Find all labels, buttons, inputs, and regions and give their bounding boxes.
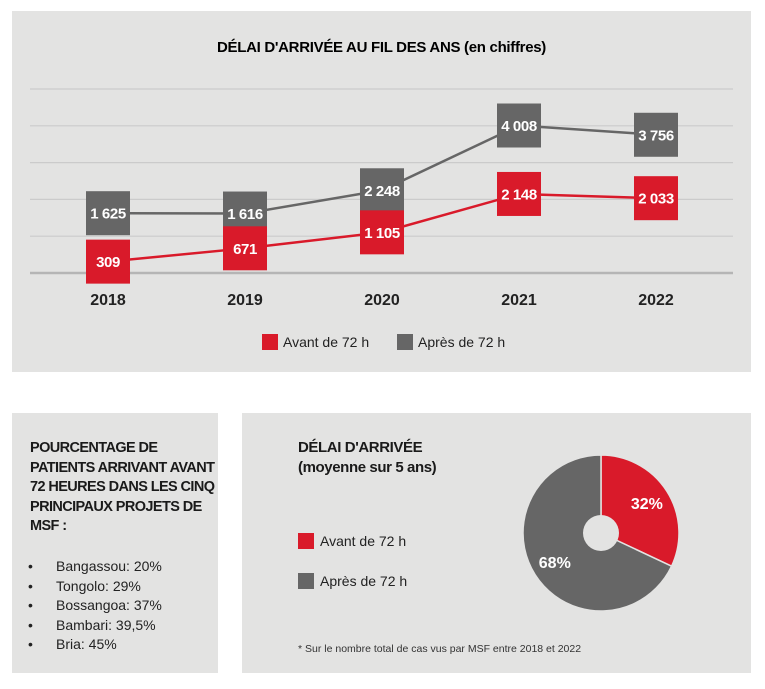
data-box xyxy=(86,239,130,284)
donut-slice-label: 68% xyxy=(539,555,571,572)
legend-label-before-72h: Avant de 72 h xyxy=(283,334,369,350)
list-item: • Bossangoa: 37% xyxy=(28,596,162,616)
legend-label-after-72h: Après de 72 h xyxy=(320,573,408,589)
data-label: 671 xyxy=(233,241,257,258)
donut-title: DÉLAI D'ARRIVÉE (moyenne sur 5 ans) xyxy=(298,438,437,478)
x-tick-label: 2021 xyxy=(501,292,537,309)
data-boxes: 1 625 1 616 2 248 4 008 3 756 309 671 1 105 2 14… xyxy=(86,103,678,284)
bullet-icon: • xyxy=(28,558,33,574)
x-tick-label: 2019 xyxy=(227,292,263,309)
donut-slice-label: 32% xyxy=(631,496,663,513)
yearly-line-chart: DÉLAI D'ARRIVÉE AU FIL DES ANS (en chiff… xyxy=(30,39,733,350)
data-label: 3 756 xyxy=(638,127,674,144)
donut-hole xyxy=(583,515,619,551)
list-item: • Bangassou: 20% xyxy=(28,557,162,577)
data-point-after-72h: 3 756 xyxy=(634,112,678,157)
projects-title: POURCENTAGE DE PATIENTS ARRIVANT AVANT 7… xyxy=(30,440,215,534)
chart-title: DÉLAI D'ARRIVÉE AU FIL DES ANS (en chiff… xyxy=(217,39,546,56)
data-box xyxy=(86,191,130,236)
project-value: Tongolo: 29% xyxy=(56,577,141,594)
list-item: • Tongolo: 29% xyxy=(28,577,162,597)
data-label: 1 616 xyxy=(227,206,263,223)
project-value: Bangassou: 20% xyxy=(56,558,162,574)
data-label: 2 248 xyxy=(364,183,400,200)
footnote: * Sur le nombre total de cas vus par MSF… xyxy=(298,643,582,655)
legend-label-before-72h: Avant de 72 h xyxy=(320,533,407,549)
bullet-icon: • xyxy=(28,597,33,614)
project-value: Bambari: 39,5% xyxy=(56,616,156,633)
list-item: • Bria: 45% xyxy=(28,635,162,655)
data-label: 1 625 xyxy=(90,206,126,223)
data-box xyxy=(497,171,541,216)
donut-subtitle: (moyenne sur 5 ans) xyxy=(298,459,437,476)
legend-swatch-before-72h xyxy=(298,533,314,549)
chart-legend: Avant de 72 h Après de 72 h xyxy=(262,334,505,350)
data-point-before-72h: 309 xyxy=(86,239,130,284)
project-value: Bossangoa: 37% xyxy=(56,597,162,614)
data-label: 309 xyxy=(96,254,120,271)
data-box xyxy=(223,226,267,271)
legend-label-after-72h: Après de 72 h xyxy=(418,334,505,350)
data-box xyxy=(497,103,541,148)
x-tick-label: 2018 xyxy=(90,292,126,309)
data-point-before-72h: 1 105 xyxy=(360,210,404,255)
data-box xyxy=(360,168,404,213)
gridlines xyxy=(30,88,733,275)
data-label: 2 033 xyxy=(638,191,674,208)
average-delay-panel: 32% 68% DÉLAI D'ARRIVÉE (moyenne sur 5 an… xyxy=(242,413,751,673)
projects-percentage-panel: POURCENTAGE DE PATIENTS ARRIVANT AVANT 7… xyxy=(12,413,218,673)
bullet-icon: • xyxy=(28,636,33,653)
data-point-before-72h: 2 148 xyxy=(497,171,541,216)
donut-chart: 32% 68% xyxy=(522,454,680,612)
projects-list: • Bangassou: 20% • Tongolo: 29% • Bossangoa… xyxy=(28,557,162,655)
legend-swatch-after-72h xyxy=(397,334,413,350)
x-tick-label: 2020 xyxy=(364,292,400,309)
data-label: 1 105 xyxy=(364,225,400,242)
yearly-chart-panel: DÉLAI D'ARRIVÉE AU FIL DES ANS (en chiff… xyxy=(12,11,751,372)
donut-slice-before-72h xyxy=(600,454,680,568)
data-box xyxy=(360,210,404,255)
list-item: • Bambari: 39,5% xyxy=(28,616,162,636)
data-point-after-72h: 1 625 xyxy=(86,191,130,236)
donut-title-main: DÉLAI D'ARRIVÉE xyxy=(298,439,423,456)
legend-swatch-after-72h xyxy=(298,573,314,589)
x-axis-labels: 2018 2019 2020 2021 2022 xyxy=(90,292,674,309)
data-point-after-72h: 4 008 xyxy=(497,103,541,148)
project-value: Bria: 45% xyxy=(56,636,117,653)
donut-legend-before-72h: Avant de 72 h xyxy=(298,533,406,549)
bullet-icon: • xyxy=(28,616,33,633)
data-box xyxy=(634,176,678,221)
x-tick-label: 2022 xyxy=(638,292,674,309)
donut-slices: 32% 68% xyxy=(522,454,680,612)
data-label: 4 008 xyxy=(501,118,537,135)
bullet-icon: • xyxy=(28,577,33,594)
donut-legend-after-72h: Après de 72 h xyxy=(298,573,407,589)
data-label: 2 148 xyxy=(501,186,537,203)
data-point-before-72h: 2 033 xyxy=(634,176,678,221)
data-point-before-72h: 671 xyxy=(223,226,267,271)
data-point-after-72h: 2 248 xyxy=(360,168,404,213)
data-box xyxy=(634,112,678,157)
legend-swatch-before-72h xyxy=(262,334,278,350)
